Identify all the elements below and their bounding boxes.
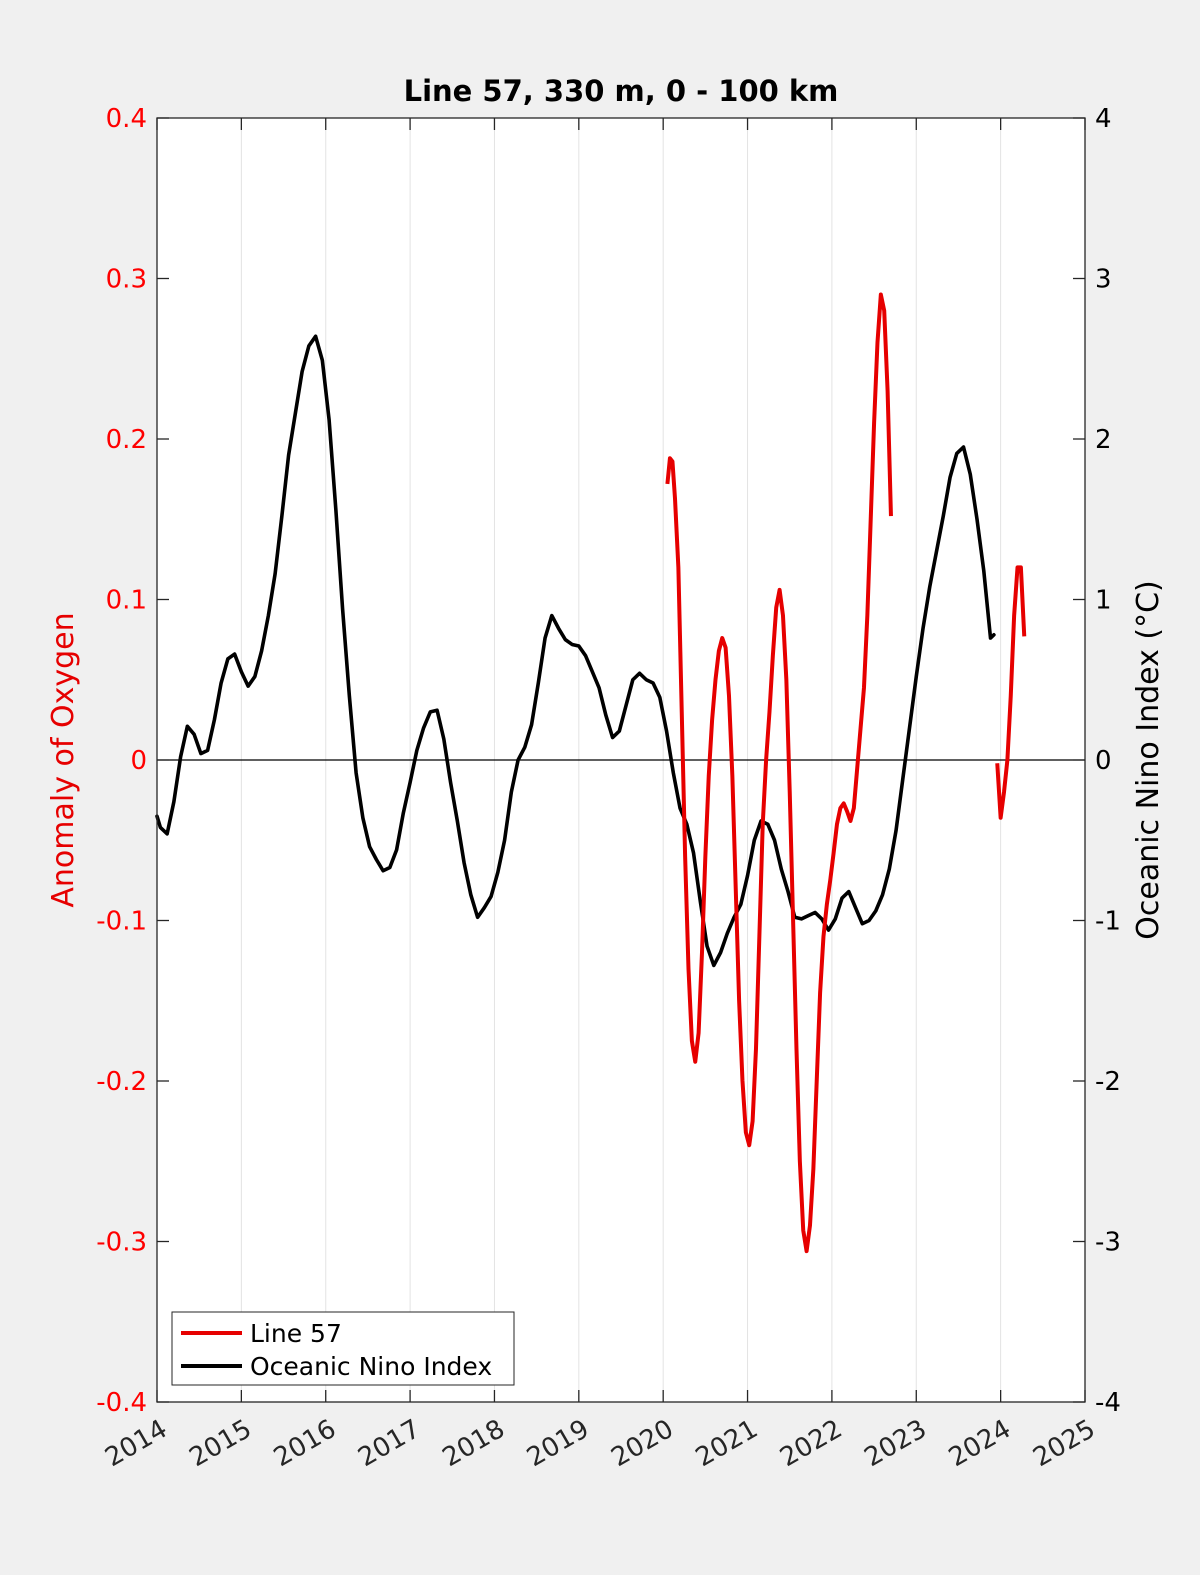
y-tick-label-left: -0.3: [96, 1228, 147, 1258]
series-line-line57-segment-1: [665, 292, 893, 1254]
y-tick-label-left: 0.4: [106, 104, 147, 134]
series-line-line57-segment-2: [995, 565, 1027, 820]
y-tick-label-left: -0.2: [96, 1067, 147, 1097]
y-tick-label-left: 0.1: [106, 586, 147, 616]
y-tick-label-left: 0: [130, 746, 147, 776]
left-axis-tick-labels: -0.4 -0.3 -0.2 -0.1 0 0.1 0.2 0.3 0.4: [96, 104, 147, 1418]
x-tick-label: 2021: [691, 1414, 763, 1473]
chart-title: Line 57, 330 m, 0 - 100 km: [404, 74, 839, 108]
legend-box: [171, 1311, 515, 1386]
y-tick-label-left: 0.2: [106, 425, 147, 455]
y-tick-label-right: -4: [1095, 1388, 1121, 1418]
axis-ticks: [156, 117, 1086, 1403]
y-tick-label-right: 0: [1095, 746, 1112, 776]
x-tick-label: 2018: [438, 1414, 510, 1473]
y-tick-label-right: 2: [1095, 425, 1112, 455]
series-line-oceanic-nino-index: [155, 334, 996, 968]
y-tick-label-left: -0.4: [96, 1388, 147, 1418]
legend-label-line57: Line 57: [250, 1319, 342, 1348]
legend: Line 57 Oceanic Nino Index: [171, 1311, 515, 1386]
x-axis-tick-labels: 2014 2015 2016 2017 2018 2019 2020 2021 2022 2023…: [100, 1414, 1100, 1473]
y-tick-label-right: -2: [1095, 1067, 1121, 1097]
y-tick-label-right: -1: [1095, 907, 1121, 937]
y-tick-label-right: 1: [1095, 586, 1112, 616]
right-axis-tick-labels: -4 -3 -2 -1 0 1 2 3 4: [1095, 104, 1121, 1418]
series-layer: [155, 292, 1027, 1254]
y-tick-label-left: 0.3: [106, 265, 147, 295]
x-tick-label: 2019: [522, 1414, 594, 1473]
x-tick-label: 2015: [185, 1414, 257, 1473]
x-tick-label: 2024: [944, 1414, 1016, 1473]
x-tick-label: 2014: [100, 1414, 172, 1473]
y-tick-label-right: -3: [1095, 1228, 1121, 1258]
right-axis-title: Oceanic Nino Index (°C): [1131, 580, 1166, 940]
x-tick-label: 2023: [859, 1414, 931, 1473]
x-tick-label: 2017: [353, 1414, 425, 1473]
left-axis-title: Anomaly of Oxygen: [46, 612, 81, 907]
y-tick-label-right: 3: [1095, 265, 1112, 295]
x-tick-label: 2020: [606, 1414, 678, 1473]
y-tick-label-left: -0.1: [96, 907, 147, 937]
legend-label-oni: Oceanic Nino Index: [250, 1352, 492, 1381]
y-tick-label-right: 4: [1095, 104, 1112, 134]
x-tick-label: 2022: [775, 1414, 847, 1473]
x-tick-label: 2016: [269, 1414, 341, 1473]
x-tick-label: 2025: [1028, 1414, 1100, 1473]
